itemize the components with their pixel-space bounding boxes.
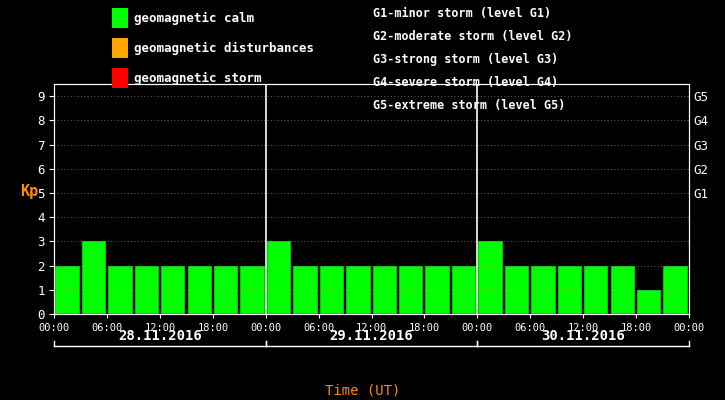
Bar [188,266,212,314]
Text: 29.11.2016: 29.11.2016 [330,329,413,343]
Text: G1-minor storm (level G1): G1-minor storm (level G1) [373,8,552,20]
Text: G4-severe storm (level G4): G4-severe storm (level G4) [373,76,559,89]
Bar [320,266,344,314]
Bar [294,266,318,314]
Text: G3-strong storm (level G3): G3-strong storm (level G3) [373,53,559,66]
Text: Time (UT): Time (UT) [325,383,400,397]
Text: 30.11.2016: 30.11.2016 [541,329,625,343]
Bar [241,266,265,314]
Bar [637,290,661,314]
Y-axis label: Kp: Kp [20,184,38,199]
Bar [452,266,476,314]
Bar [82,241,106,314]
Bar [426,266,450,314]
Bar [663,266,688,314]
Text: geomagnetic calm: geomagnetic calm [134,12,254,24]
Text: G5-extreme storm (level G5): G5-extreme storm (level G5) [373,99,566,112]
Bar [478,241,502,314]
Bar [505,266,529,314]
Text: geomagnetic storm: geomagnetic storm [134,72,262,84]
Text: geomagnetic disturbances: geomagnetic disturbances [134,42,314,54]
Bar [558,266,582,314]
Bar [346,266,370,314]
Bar [373,266,397,314]
Bar [214,266,239,314]
Bar [161,266,186,314]
Bar [267,241,291,314]
Bar [399,266,423,314]
Bar [55,266,80,314]
Bar [135,266,159,314]
Bar [108,266,133,314]
Text: 28.11.2016: 28.11.2016 [118,329,202,343]
Bar [584,266,608,314]
Bar [531,266,555,314]
Bar [610,266,635,314]
Text: G2-moderate storm (level G2): G2-moderate storm (level G2) [373,30,573,43]
